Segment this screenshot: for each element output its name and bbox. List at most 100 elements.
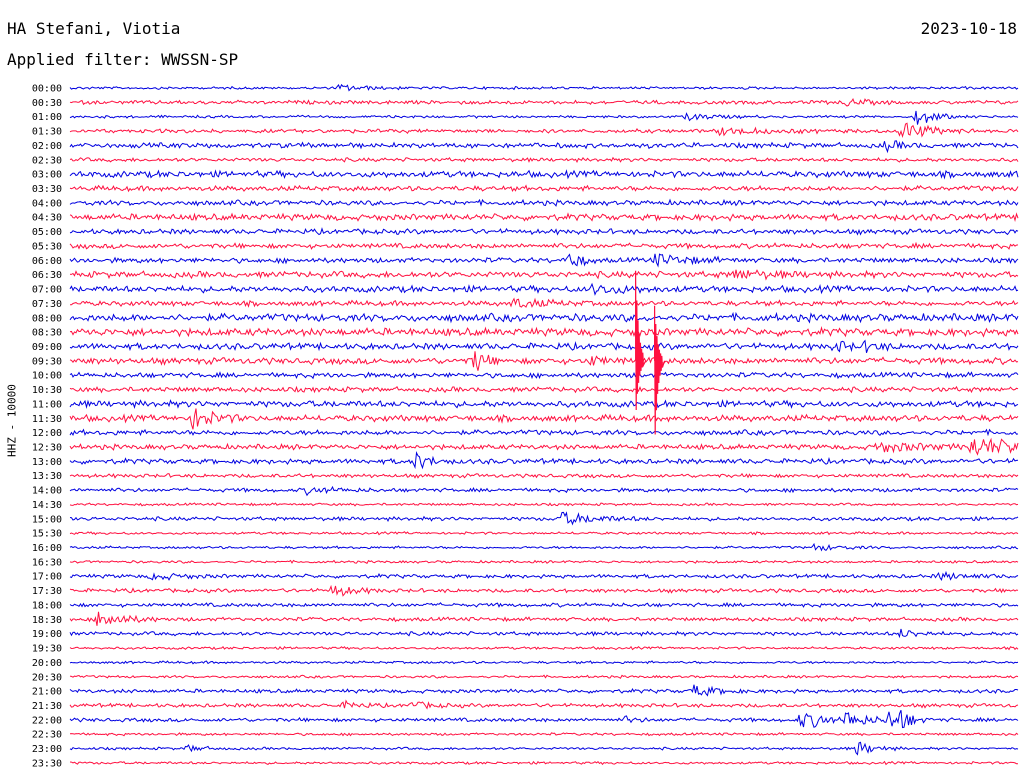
trace-row-1600 [69, 542, 1019, 552]
trace-row-0700 [69, 282, 1019, 296]
tick-label-1100: 11:00 [32, 399, 62, 410]
tick-label-2200: 22:00 [32, 715, 62, 726]
time-tick-labels: 00:00 00:30 01:00 01:30 02:00 02:30 03:00 03:30… [32, 84, 62, 770]
tick-label-0200: 02:00 [32, 141, 62, 152]
filter-label: Applied filter: WWSSN-SP [7, 50, 239, 69]
tick-label-1730: 17:30 [32, 586, 62, 597]
trace-row-1900 [69, 628, 1019, 639]
trace-row-1000 [69, 371, 1019, 380]
trace-row-2030 [69, 674, 1019, 679]
trace-row-2130 [69, 699, 1019, 710]
tick-label-1700: 17:00 [32, 572, 62, 583]
tick-label-2030: 20:30 [32, 672, 62, 683]
tick-label-0900: 09:00 [32, 342, 62, 353]
tick-label-0830: 08:30 [32, 328, 62, 339]
tick-label-1930: 19:30 [32, 644, 62, 655]
trace-row-1200 [69, 428, 1019, 437]
trace-row-1330 [69, 472, 1019, 479]
trace-row-0600 [69, 253, 1019, 268]
trace-row-0100 [69, 110, 1019, 125]
tick-label-0100: 01:00 [32, 112, 62, 123]
tick-label-0500: 05:00 [32, 227, 62, 238]
tick-label-0330: 03:30 [32, 184, 62, 195]
trace-row-0200 [69, 140, 1019, 154]
trace-row-1700 [69, 570, 1019, 581]
trace-row-0530 [69, 241, 1019, 250]
tick-label-0800: 08:00 [32, 313, 62, 324]
tick-label-2300: 23:00 [32, 744, 62, 755]
tick-label-1800: 18:00 [32, 600, 62, 611]
trace-row-1230 [69, 437, 1019, 456]
trace-row-0400 [69, 198, 1019, 207]
tick-label-0930: 09:30 [32, 356, 62, 367]
tick-label-2330: 23:30 [32, 758, 62, 769]
trace-row-1630 [69, 559, 1019, 564]
trace-row-2100 [69, 684, 1019, 697]
trace-row-0830 [69, 326, 1019, 338]
tick-label-1830: 18:30 [32, 615, 62, 626]
trace-row-0900 [69, 339, 1019, 353]
tick-label-1230: 12:30 [32, 443, 62, 454]
seismic-traces [69, 83, 1019, 766]
tick-label-1400: 14:00 [32, 486, 62, 497]
tick-label-1000: 10:00 [32, 371, 62, 382]
tick-label-2130: 21:30 [32, 701, 62, 712]
tick-label-2000: 20:00 [32, 658, 62, 669]
tick-label-0300: 03:00 [32, 170, 62, 181]
trace-row-0030 [69, 98, 1019, 107]
trace-row-0800 [69, 311, 1019, 324]
trace-row-1130 [69, 408, 1019, 430]
tick-label-0400: 04:00 [32, 198, 62, 209]
trace-row-0300 [69, 169, 1019, 180]
trace-row-2230 [69, 732, 1019, 737]
trace-row-0630 [69, 269, 1019, 281]
trace-row-1730 [69, 584, 1019, 597]
tick-label-1430: 14:30 [32, 500, 62, 511]
trace-row-1800 [69, 601, 1019, 609]
tick-label-2100: 21:00 [32, 687, 62, 698]
trace-row-1100 [69, 399, 1019, 409]
trace-row-1930 [69, 645, 1019, 651]
tick-label-1900: 19:00 [32, 629, 62, 640]
trace-row-0930 [69, 351, 1019, 371]
trace-row-0430 [69, 212, 1019, 223]
trace-row-2330 [69, 760, 1018, 766]
tick-label-1500: 15:00 [32, 514, 62, 525]
trace-row-1500 [69, 511, 1019, 526]
trace-row-1430 [69, 502, 1019, 507]
trace-row-2300 [69, 741, 1019, 756]
date-label: 2023-10-18 [920, 19, 1017, 38]
tick-label-1200: 12:00 [32, 428, 62, 439]
tick-label-0430: 04:30 [32, 213, 62, 224]
trace-row-0500 [69, 227, 1019, 236]
tick-label-0700: 07:00 [32, 285, 62, 296]
tick-label-0130: 01:30 [32, 127, 62, 138]
tick-label-1330: 13:30 [32, 471, 62, 482]
tick-label-1300: 13:00 [32, 457, 62, 468]
trace-row-2200 [69, 710, 1019, 729]
trace-row-1830 [69, 611, 1019, 626]
tick-label-1530: 15:30 [32, 529, 62, 540]
tick-label-2230: 22:30 [32, 730, 62, 741]
trace-row-0730 [70, 297, 1019, 308]
tick-label-0030: 00:30 [32, 98, 62, 109]
tick-label-1130: 11:30 [32, 414, 62, 425]
tick-label-1630: 16:30 [32, 557, 62, 568]
tick-label-0600: 06:00 [32, 256, 62, 267]
tick-label-0530: 05:30 [32, 241, 62, 252]
trace-row-0000 [69, 83, 1019, 92]
trace-row-1030 [69, 385, 1019, 394]
tick-label-1600: 16:00 [32, 543, 62, 554]
tick-label-0630: 06:30 [32, 270, 62, 281]
trace-row-1300 [69, 451, 1019, 470]
tick-label-0730: 07:30 [32, 299, 62, 310]
tick-label-1030: 10:30 [32, 385, 62, 396]
large-event-traces [635, 270, 666, 435]
trace-row-1400 [69, 485, 1019, 497]
large-event-1 [654, 305, 666, 435]
trace-row-0230 [69, 156, 1019, 163]
tick-label-0000: 00:00 [32, 84, 62, 95]
station-title: HA Stefani, Viotia [7, 19, 181, 38]
trace-row-0130 [69, 122, 1019, 139]
